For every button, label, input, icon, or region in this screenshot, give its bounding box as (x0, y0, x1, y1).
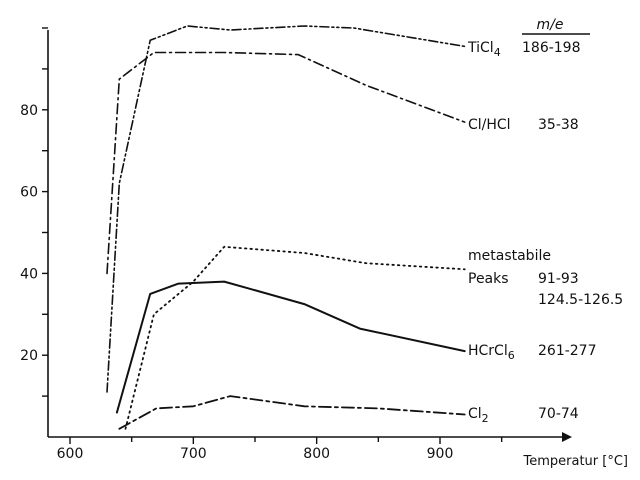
series-line-cl2 (118, 395, 466, 430)
series-mass-range: 91-93 (538, 271, 579, 287)
series-label: Cl/HCl (468, 117, 511, 133)
series-line-ticl4 (106, 25, 466, 393)
series-label-subscript: 4 (494, 46, 501, 59)
x-ticks: 600 700 800 900 (57, 437, 503, 462)
series-label-line2: Peaks (468, 271, 509, 287)
series-line-hcrcl6 (115, 280, 466, 414)
y-ticks: 20 40 60 80 (20, 27, 48, 397)
y-tick-label: 80 (20, 103, 38, 119)
y-tick-label: 60 (20, 185, 38, 201)
series-label-subscript: 6 (508, 349, 515, 362)
series-mass-range: 35-38 (538, 117, 579, 133)
series-mass-range: 70-74 (538, 406, 579, 422)
legend-header: m/e (537, 17, 564, 33)
series-lines (106, 25, 466, 430)
series-mass-range: 261-277 (538, 343, 597, 359)
x-tick-label: 700 (180, 446, 207, 462)
y-tick-label: 20 (20, 348, 38, 364)
series-label-main: metastabile (468, 248, 551, 264)
series-label-main: HCrCl (468, 343, 508, 359)
series-label-main: Cl (468, 406, 482, 422)
series-label-main: TiCl (467, 40, 494, 56)
x-tick-label: 600 (57, 446, 84, 462)
series-label-main: Cl/HCl (468, 117, 511, 133)
series-mass-range: 186-198 (522, 40, 581, 56)
y-tick-label: 40 (20, 266, 38, 282)
x-axis-arrow (562, 432, 572, 442)
series-line-metastabile-peaks (124, 245, 466, 430)
series-label: HCrCl6 (468, 343, 515, 362)
x-tick-label: 900 (427, 446, 454, 462)
series-label: TiCl4 (467, 40, 501, 59)
series-mass-range-2: 124.5-126.5 (538, 292, 623, 308)
series-label: Cl2 (468, 406, 489, 425)
series-labels: TiCl4 186-198 Cl/HCl 35-38 HCrCl6 261-277 Cl2 7… (467, 40, 623, 425)
series-label-subscript: 2 (482, 412, 489, 425)
x-tick-label: 800 (303, 446, 330, 462)
x-axis-label: Temperatur [°C] (523, 454, 629, 469)
series-line-cl-hcl (106, 51, 466, 275)
